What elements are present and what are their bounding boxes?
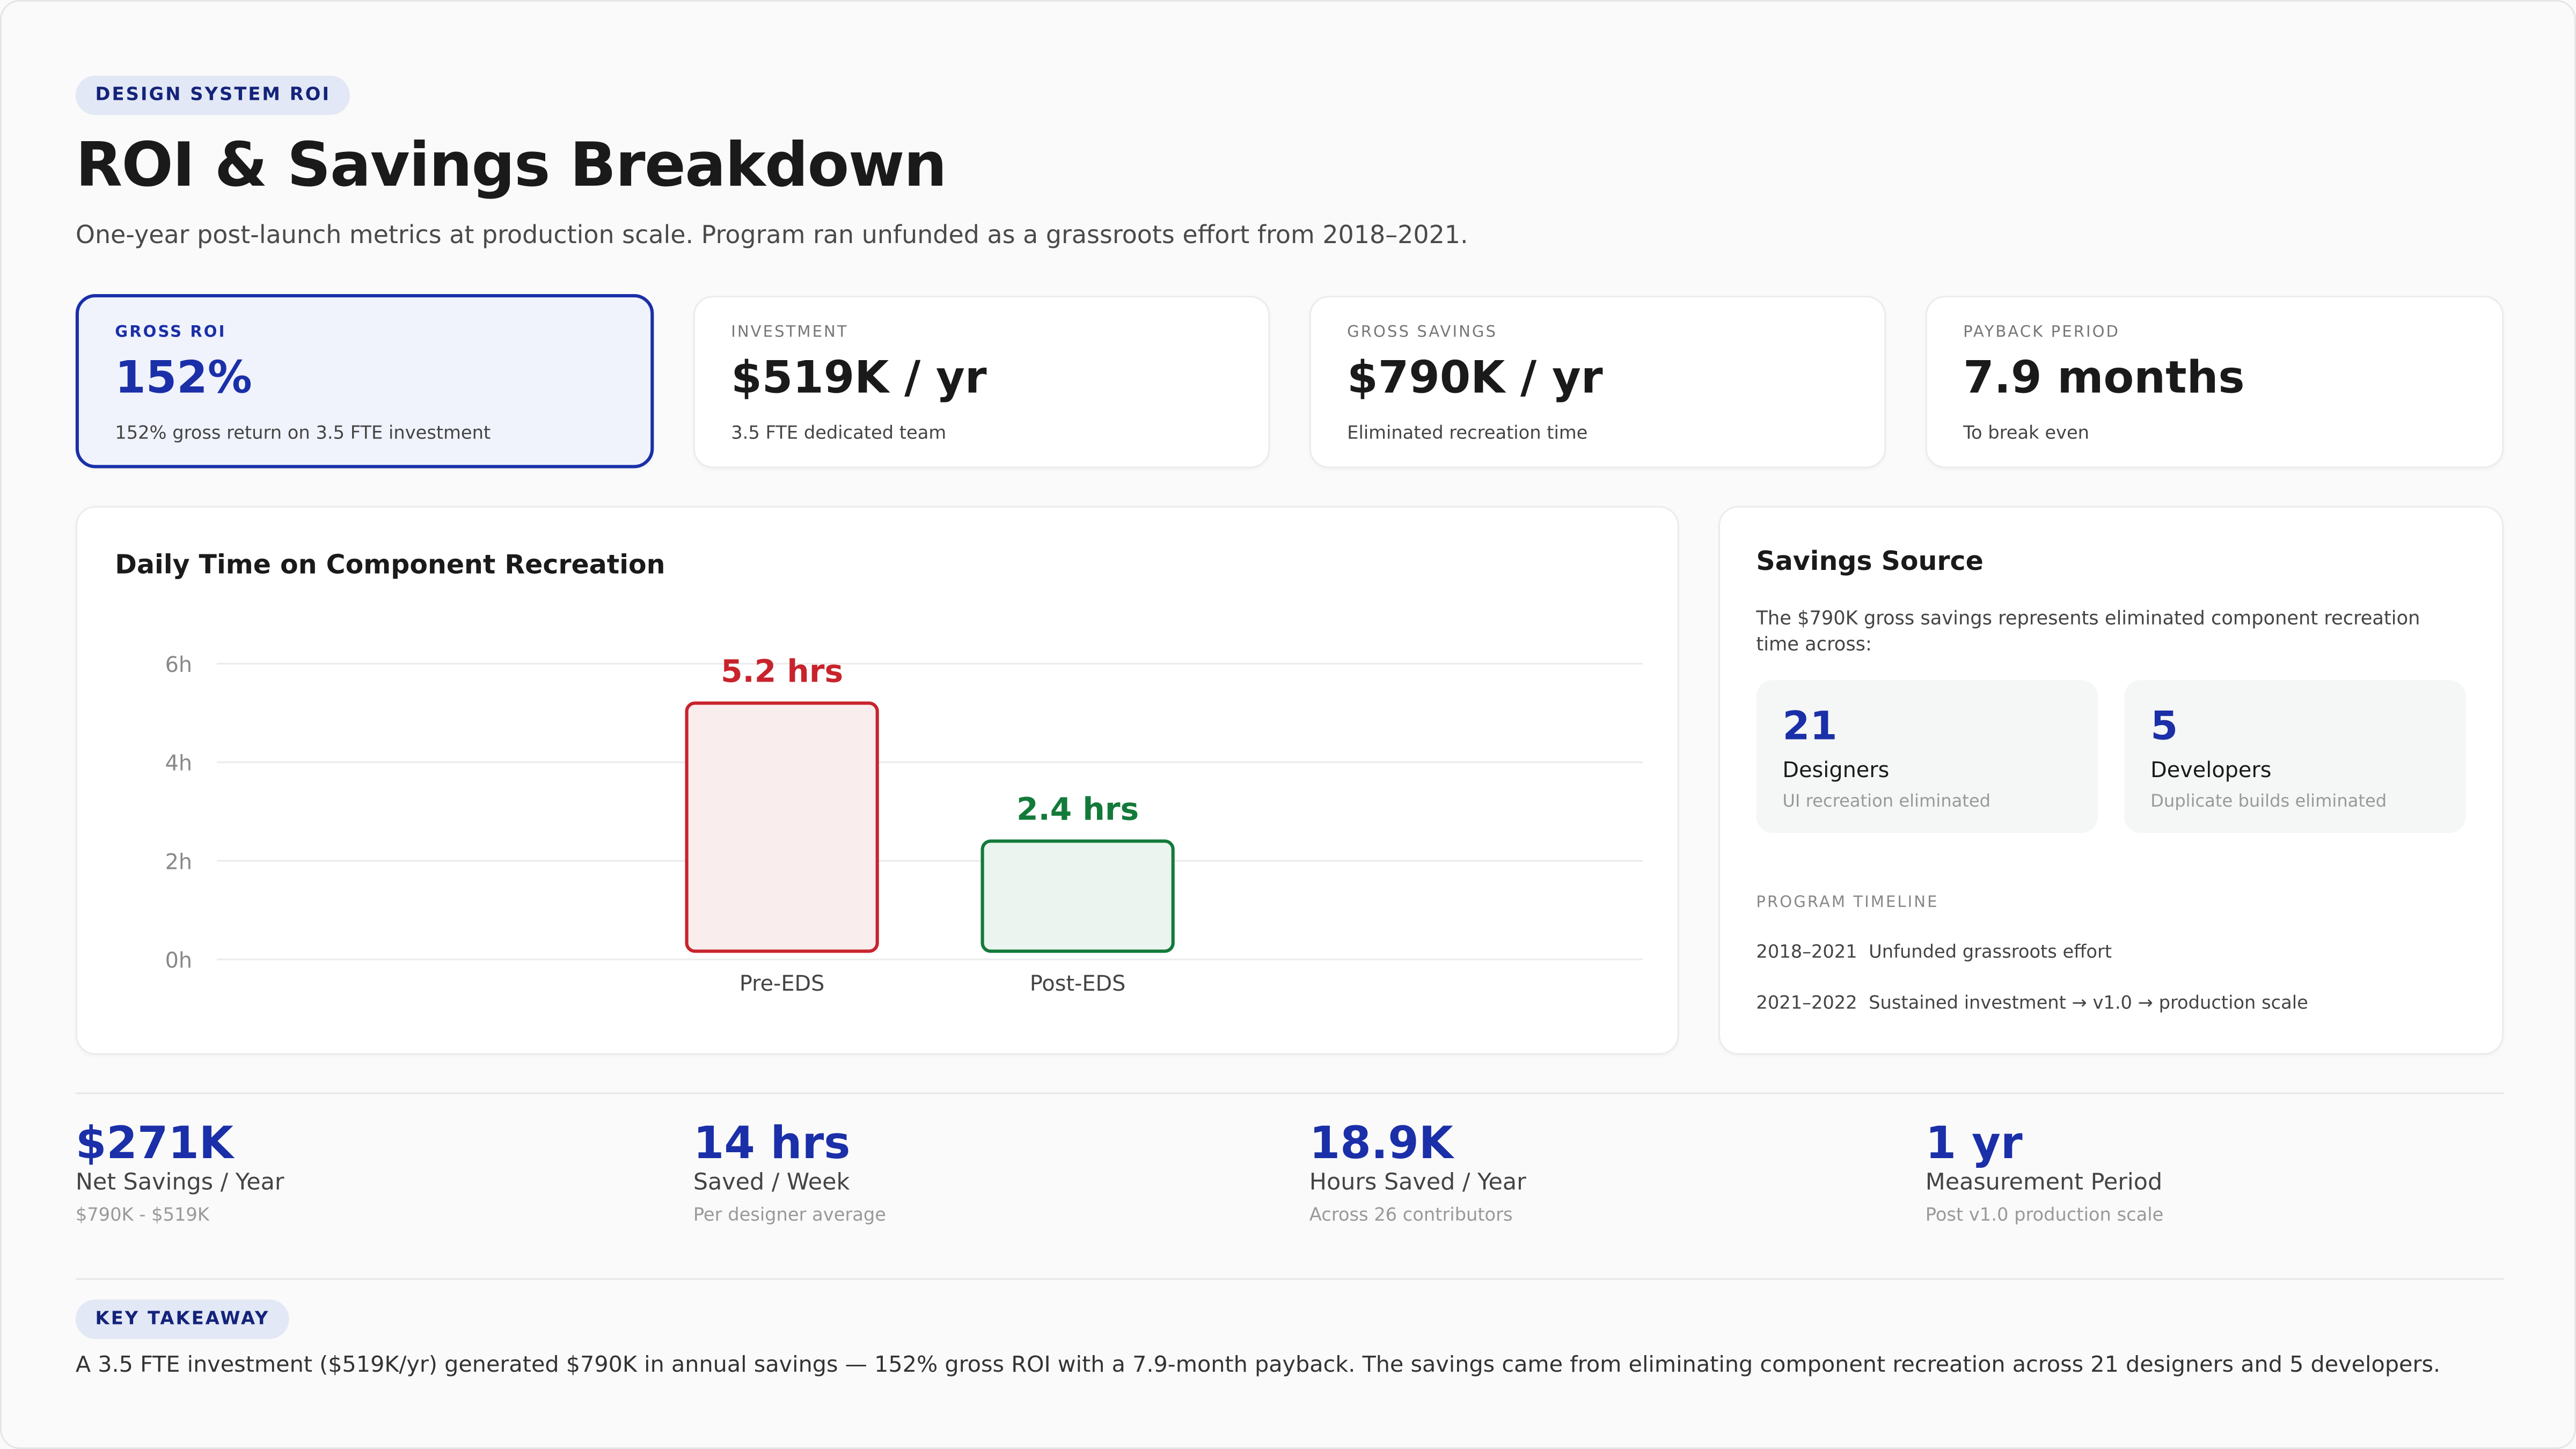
bottom-stat-desc: Post v1.0 production scale xyxy=(1925,1204,2164,1226)
savings-desc: The $790K gross savings represents elimi… xyxy=(1756,606,2420,656)
kpi-desc: Eliminated recreation time xyxy=(1347,422,1588,444)
stat-number: 5 xyxy=(2150,703,2178,749)
stat-desc: UI recreation eliminated xyxy=(1782,792,1991,812)
savings-title: Savings Source xyxy=(1756,545,1984,577)
divider xyxy=(75,1278,2504,1280)
stat-developers: 5 Developers Duplicate builds eliminated xyxy=(2124,680,2466,833)
kpi-desc: To break even xyxy=(1963,422,2090,444)
takeaway-text: A 3.5 FTE investment ($519K/yr) generate… xyxy=(75,1352,2441,1379)
bottom-stat-desc: Per designer average xyxy=(693,1204,887,1226)
timeline-label: PROGRAM TIMELINE xyxy=(1756,894,1939,912)
timeline-item: 2021–2022 Sustained investment → v1.0 → … xyxy=(1756,992,2308,1014)
kpi-value: 7.9 months xyxy=(1963,353,2245,405)
bottom-stat-desc: Across 26 contributors xyxy=(1309,1204,1513,1226)
kpi-label: GROSS SAVINGS xyxy=(1347,324,1498,342)
kpi-value: $790K / yr xyxy=(1347,353,1603,405)
kpi-desc: 152% gross return on 3.5 FTE investment xyxy=(115,422,491,444)
bottom-stat-value: 18.9K xyxy=(1309,1118,1453,1170)
chart-title: Daily Time on Component Recreation xyxy=(115,548,665,580)
timeline-years: 2018–2021 xyxy=(1756,941,1857,963)
bottom-stat-saved-week: 14 hrs Saved / Week Per designer average xyxy=(693,1119,886,1226)
kpi-card-gross-roi: GROSS ROI 152% 152% gross return on 3.5 … xyxy=(75,294,654,469)
kpi-value: $519K / yr xyxy=(731,353,987,405)
bottom-stat-hours-year: 18.9K Hours Saved / Year Across 26 contr… xyxy=(1309,1119,1526,1226)
timeline-years: 2021–2022 xyxy=(1756,992,1857,1014)
kpi-label: GROSS ROI xyxy=(115,324,226,342)
bottom-stat-label: Measurement Period xyxy=(1925,1169,2163,1196)
divider xyxy=(75,1092,2504,1094)
timeline-text: Sustained investment → v1.0 → production… xyxy=(1869,992,2308,1014)
timeline-text: Unfunded grassroots effort xyxy=(1869,941,2112,963)
kpi-card-gross-savings: GROSS SAVINGS $790K / yr Eliminated recr… xyxy=(1309,296,1886,469)
bottom-stat-period: 1 yr Measurement Period Post v1.0 produc… xyxy=(1926,1119,2164,1226)
stat-label: Developers xyxy=(2150,759,2272,784)
bar-post-eds xyxy=(980,839,1175,953)
kpi-desc: 3.5 FTE dedicated team xyxy=(731,422,947,444)
bottom-stat-desc: $790K - $519K xyxy=(75,1204,209,1226)
bottom-stat-label: Saved / Week xyxy=(693,1169,850,1196)
bar-chart: 0h 2h 4h 6h 5.2 hrs Pre-EDS 2.4 hrs Post-EDS xyxy=(165,653,1643,996)
y-tick-label: 2h xyxy=(165,850,193,874)
kpi-value: 152% xyxy=(115,353,252,405)
bar-data-label: 2.4 hrs xyxy=(1016,791,1139,828)
kpi-card-investment: INVESTMENT $519K / yr 3.5 FTE dedicated … xyxy=(693,296,1270,469)
timeline-item: 2018–2021 Unfunded grassroots effort xyxy=(1756,941,2112,963)
bottom-stat-value: 1 yr xyxy=(1925,1118,2023,1170)
y-tick-label: 6h xyxy=(165,653,193,677)
bottom-stat-net-savings: $271K Net Savings / Year $790K - $519K xyxy=(76,1119,284,1226)
kpi-label: INVESTMENT xyxy=(731,324,848,342)
page-title: ROI & Savings Breakdown xyxy=(75,129,947,201)
page-subtitle: One-year post-launch metrics at producti… xyxy=(75,220,1468,250)
bottom-stat-label: Hours Saved / Year xyxy=(1309,1169,1526,1196)
bottom-stat-value: 14 hrs xyxy=(693,1118,851,1170)
chart-card: Daily Time on Component Recreation 0h 2h 4… xyxy=(75,506,1679,1055)
stat-number: 21 xyxy=(1782,703,1838,749)
bottom-stat-value: $271K xyxy=(75,1118,233,1170)
bar-data-label: 5.2 hrs xyxy=(721,653,843,689)
savings-source-card: Savings Source The $790K gross savings r… xyxy=(1718,506,2504,1055)
bar-pre-eds xyxy=(685,701,879,953)
y-tick-label: 4h xyxy=(165,751,193,776)
y-tick-label: 0h xyxy=(165,948,193,973)
stat-desc: Duplicate builds eliminated xyxy=(2150,792,2387,812)
eyebrow-badge: DESIGN SYSTEM ROI xyxy=(75,75,350,115)
x-category-label: Post-EDS xyxy=(1030,971,1126,996)
takeaway-badge: KEY TAKEAWAY xyxy=(75,1299,290,1339)
kpi-card-payback: PAYBACK PERIOD 7.9 months To break even xyxy=(1925,296,2504,469)
stat-label: Designers xyxy=(1782,759,1890,784)
stat-designers: 21 Designers UI recreation eliminated xyxy=(1756,680,2098,833)
x-category-label: Pre-EDS xyxy=(740,971,825,996)
bottom-stat-label: Net Savings / Year xyxy=(75,1169,284,1196)
kpi-label: PAYBACK PERIOD xyxy=(1963,324,2120,342)
